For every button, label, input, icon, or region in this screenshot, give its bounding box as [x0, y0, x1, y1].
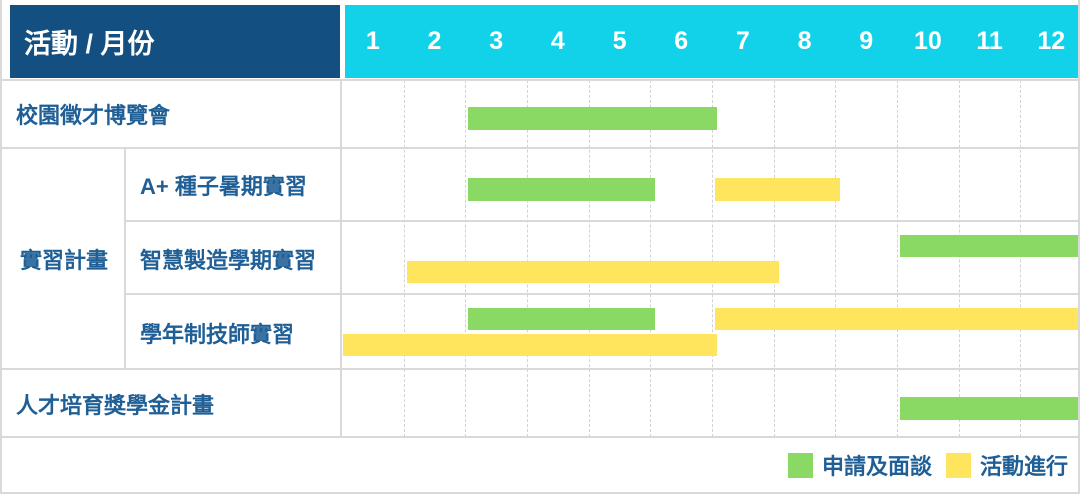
row-label: 學年制技師實習 — [140, 321, 295, 347]
page-title: 活動 / 月份 — [24, 29, 155, 59]
month-cell: 9 — [859, 27, 874, 55]
month-header: 1 2 3 4 5 6 7 8 9 10 11 12 — [342, 5, 1078, 78]
month-cell: 3 — [489, 27, 504, 55]
row-label: 智慧製造學期實習 — [140, 247, 317, 273]
row-separator-line — [2, 147, 1078, 149]
row-separator-line — [2, 79, 1078, 81]
gantt-bar — [343, 334, 717, 356]
legend: 申請及面談 活動進行 — [2, 438, 1074, 492]
gantt-bar — [900, 235, 1078, 257]
legend-item: 申請及面談 — [787, 449, 932, 481]
legend-swatch — [945, 452, 971, 478]
month-cell: 8 — [797, 27, 812, 55]
month-cell: 7 — [735, 27, 750, 55]
month-gridline — [712, 80, 713, 437]
month-cell: 10 — [913, 27, 942, 55]
month-gridline — [897, 80, 898, 437]
month-gridline — [589, 80, 590, 437]
legend-item: 活動進行 — [945, 449, 1068, 481]
group-label-divider — [124, 147, 126, 370]
row-separator-line — [126, 293, 1078, 295]
month-gridline — [835, 80, 836, 437]
gantt-bar — [468, 308, 655, 330]
gantt-bar — [900, 397, 1078, 420]
gantt-bar — [468, 107, 717, 130]
month-cell: 6 — [674, 27, 689, 55]
month-gridline — [527, 80, 528, 437]
legend-label: 申請及面談 — [821, 454, 932, 479]
row-separator-line — [126, 220, 1078, 222]
gantt-bar — [407, 261, 779, 283]
month-gridline — [774, 80, 775, 437]
row-separator-line — [2, 368, 1078, 370]
month-gridline — [404, 80, 405, 437]
month-cell: 5 — [612, 27, 627, 55]
row-label: A+ 種子暑期實習 — [140, 174, 307, 199]
row-separator-line — [2, 436, 1078, 438]
month-cell: 12 — [1037, 27, 1066, 55]
header-title-cell: 活動 / 月份 — [10, 5, 340, 78]
gantt-bar — [468, 178, 655, 201]
month-gridline — [1020, 80, 1021, 437]
row-label: 校園徵才博覽會 — [16, 103, 171, 128]
month-gridline — [959, 80, 960, 437]
gantt-bar — [715, 178, 840, 201]
month-cell: 2 — [427, 27, 442, 55]
month-cell: 11 — [976, 27, 1003, 55]
legend-swatch — [787, 452, 813, 478]
month-cell: 4 — [550, 27, 565, 55]
label-chart-divider — [340, 79, 342, 438]
gantt-bar — [715, 308, 1078, 330]
month-cell: 1 — [365, 27, 380, 55]
row-label: 人才培育獎學金計畫 — [16, 393, 215, 418]
group-label: 實習計畫 — [20, 248, 109, 273]
legend-label: 活動進行 — [979, 454, 1068, 479]
month-gridline — [650, 80, 651, 437]
month-gridline — [465, 80, 466, 437]
month-header-background — [345, 5, 1078, 78]
